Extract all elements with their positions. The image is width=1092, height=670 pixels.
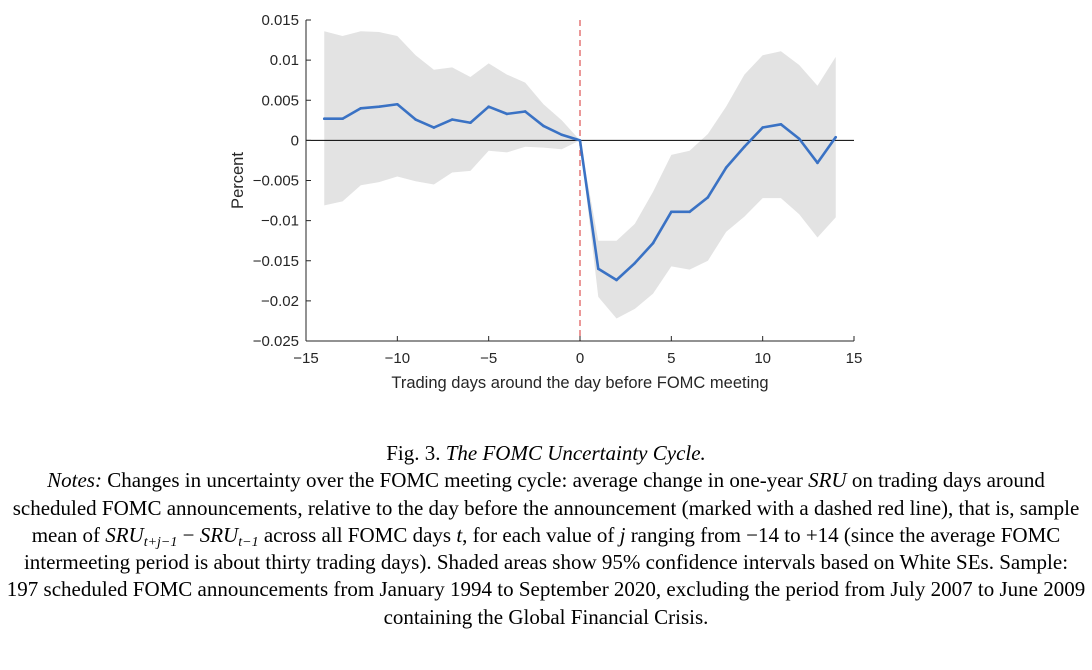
subscript-t-plus-j-minus-1: t+j−1: [143, 534, 178, 550]
data-point: [797, 137, 801, 141]
y-tick-label: −0.01: [261, 213, 299, 230]
data-point: [359, 106, 363, 110]
x-tick-label: 10: [754, 350, 771, 367]
axes: [305, 19, 855, 342]
data-point: [779, 123, 783, 126]
fomc-uncertainty-chart: 0.015 0.01 0.005 0 −0.005 −0.01 −0.015 −0.02 −0.…: [229, 12, 863, 392]
data-point: [322, 117, 326, 121]
y-tick-label: 0.015: [261, 12, 299, 29]
variable-t: t: [456, 522, 463, 547]
figure-notes: Notes: Changes in uncertainty over the F…: [7, 468, 1085, 628]
x-axis-label: Trading days around the day before FOMC …: [391, 374, 768, 392]
x-tick-label: 0: [576, 350, 584, 367]
data-point: [396, 102, 399, 106]
notes-text-2: on trading days around scheduled FOMC an…: [12, 468, 1080, 547]
data-point: [596, 267, 600, 271]
confidence-band-layer: [324, 31, 836, 319]
y-tick-label: −0.025: [253, 333, 299, 350]
notes-text-1: Changes in uncertainty over the FOMC mee…: [107, 468, 803, 493]
data-point: [542, 124, 545, 128]
notes-label: Notes:: [47, 468, 102, 493]
data-point: [414, 118, 417, 121]
data-point: [761, 126, 764, 129]
data-point: [651, 241, 655, 245]
data-point: [523, 110, 527, 113]
data-point: [834, 135, 838, 139]
figure-title: Fig. 3. The FOMC Uncertainty Cycle.: [6, 440, 1086, 467]
sru-term: SRU: [105, 522, 144, 547]
x-tick-label: 15: [846, 350, 863, 367]
notes-text-3: across all FOMC days: [263, 522, 452, 547]
y-tick-label: −0.005: [253, 173, 299, 190]
data-point: [469, 121, 472, 125]
subscript-t-minus-1: t−1: [238, 534, 259, 550]
data-point: [670, 210, 673, 214]
notes-text-4: , for each value of: [462, 522, 615, 547]
data-point: [450, 118, 454, 121]
figure-number: Fig. 3.: [386, 441, 441, 465]
data-point: [615, 278, 618, 282]
data-point: [560, 133, 564, 137]
data-point: [432, 126, 436, 129]
y-tick-label: −0.015: [253, 253, 299, 270]
data-point: [341, 117, 344, 121]
notes-text-5: ranging from −14 to +14 (since the avera…: [6, 522, 1086, 629]
variable-j: j: [619, 522, 626, 547]
figure-title-text: The FOMC Uncertainty Cycle.: [445, 441, 706, 465]
data-point: [816, 161, 819, 165]
data-points: [322, 102, 838, 282]
y-axis-label: Percent: [229, 152, 247, 209]
confidence-band: [324, 31, 836, 319]
data-point: [724, 166, 728, 169]
data-point: [706, 196, 710, 199]
y-tick-label: −0.02: [261, 293, 299, 310]
sru-term: SRU: [808, 468, 847, 493]
data-point: [743, 145, 746, 149]
data-point: [505, 112, 509, 116]
x-tick-label: −15: [293, 350, 318, 367]
y-tick-label: 0: [291, 132, 299, 149]
sru-term: SRU: [199, 522, 239, 547]
x-tick-label: −10: [385, 350, 410, 367]
data-point: [633, 261, 637, 265]
y-tick-label: 0.005: [261, 92, 299, 109]
y-tick-label: 0.01: [270, 52, 299, 69]
data-point: [578, 139, 582, 142]
x-tick-label: 5: [667, 350, 675, 367]
x-tick-label: −5: [480, 350, 497, 367]
minus-sign: −: [177, 522, 200, 547]
tick-labels: 0.015 0.01 0.005 0 −0.005 −0.01 −0.015 −0.02 −0.…: [253, 12, 863, 367]
data-point: [688, 210, 691, 214]
data-point: [377, 105, 381, 108]
data-point: [487, 105, 490, 108]
figure-caption: Fig. 3. The FOMC Uncertainty Cycle. Note…: [6, 440, 1086, 631]
